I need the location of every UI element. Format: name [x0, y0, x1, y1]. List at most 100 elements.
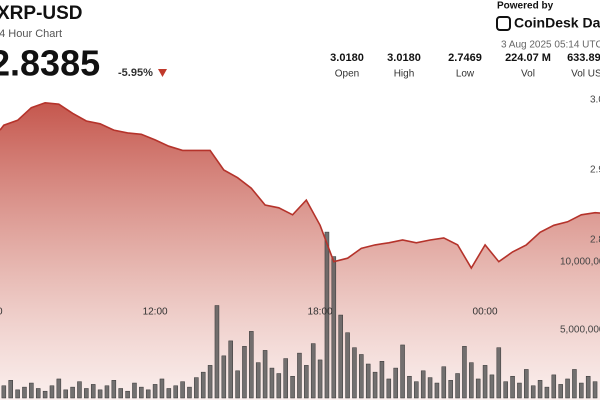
- volume-bar: [70, 386, 75, 399]
- volume-bar: [35, 388, 41, 399]
- volume-bar: [441, 366, 447, 399]
- volume-bar: [187, 386, 192, 399]
- volume-bar: [551, 374, 557, 399]
- volume-bar: [317, 359, 323, 399]
- stat-label: Vol USD: [571, 69, 600, 80]
- volume-bar: [22, 386, 27, 399]
- volume-bar: [365, 363, 371, 399]
- x-tick-label: 06:00: [0, 307, 3, 318]
- volume-bar: [475, 378, 481, 399]
- volume-tick-label: 5,000,000: [560, 325, 600, 336]
- down-arrow: [158, 69, 167, 77]
- volume-bar: [352, 347, 357, 399]
- volume-bar: [310, 343, 316, 399]
- volume-bar: [503, 381, 508, 399]
- volume-bar: [228, 340, 233, 399]
- stat-label: Open: [335, 69, 359, 80]
- volume-bar: [194, 377, 199, 399]
- volume-bar: [283, 358, 288, 399]
- volume-bar: [63, 389, 68, 399]
- volume-bar: [249, 331, 254, 399]
- stat-value: 633.89 M: [567, 52, 600, 64]
- volume-bar: [455, 373, 460, 399]
- volume-bar: [152, 384, 158, 399]
- stat-value: 3.0180: [387, 52, 421, 64]
- volume-bar: [434, 382, 440, 399]
- volume-bar: [139, 386, 144, 399]
- volume-bar: [214, 305, 220, 399]
- volume-bar: [42, 390, 48, 399]
- volume-bar: [393, 367, 398, 399]
- volume-bar: [331, 256, 337, 399]
- volume-bar: [517, 382, 522, 399]
- y-tick-label: 2.90: [590, 165, 600, 176]
- volume-bar: [510, 375, 515, 399]
- volume-bar: [97, 389, 103, 399]
- stat-label: Vol: [521, 69, 535, 80]
- subtitle: 24 Hour Chart: [0, 28, 62, 40]
- volume-bar: [544, 386, 550, 399]
- brand: CoinDesk Data: [514, 15, 600, 31]
- volume-bar: [592, 381, 598, 399]
- stat-label: High: [394, 69, 415, 80]
- price-area: [0, 102, 600, 400]
- volume-bar: [269, 367, 275, 399]
- volume-bar: [324, 231, 330, 399]
- volume-bar: [1, 385, 7, 399]
- volume-bar: [489, 374, 495, 399]
- volume-bar: [255, 362, 261, 399]
- volume-bar: [290, 375, 295, 399]
- stat-value: 224.07 M: [505, 52, 551, 64]
- volume-bar: [180, 381, 185, 399]
- volume-bar: [496, 347, 502, 399]
- volume-bar: [572, 369, 577, 399]
- stat-value: 2.7469: [448, 52, 482, 64]
- price: 2.8385: [0, 43, 100, 84]
- volume-bar: [345, 332, 350, 399]
- symbol: XRP-USD: [0, 3, 83, 24]
- volume-bar: [400, 344, 405, 399]
- volume-bar: [29, 382, 34, 399]
- volume-bar: [304, 365, 309, 399]
- volume-bar: [166, 388, 172, 399]
- volume-bar: [118, 388, 123, 399]
- volume-bar: [90, 384, 96, 399]
- volume-bar: [420, 370, 426, 399]
- volume-bar: [145, 389, 151, 399]
- y-tick-label: 2.80: [590, 235, 600, 246]
- volume-bar: [558, 384, 563, 399]
- volume-bar: [159, 378, 165, 399]
- timestamp: 3 Aug 2025 05:14 UTC: [501, 40, 600, 51]
- volume-bar: [173, 385, 178, 399]
- volume-bar: [221, 355, 227, 399]
- volume-bar: [407, 375, 412, 399]
- volume-bar: [530, 385, 536, 399]
- volume-bar: [84, 388, 89, 399]
- volume-bar: [297, 352, 302, 399]
- volume-bar: [414, 381, 419, 399]
- x-tick-label: 00:00: [473, 307, 498, 318]
- volume-bar: [235, 370, 240, 399]
- volume-bar: [49, 385, 55, 399]
- volume-tick-label: 10,000,000: [560, 257, 600, 268]
- volume-bar: [427, 377, 433, 399]
- volume-bar: [207, 365, 213, 399]
- volume-bar: [359, 354, 364, 399]
- x-tick-label: 12:00: [143, 307, 168, 318]
- volume-bar: [200, 371, 206, 399]
- volume-bar: [537, 380, 543, 399]
- volume-bar: [276, 373, 282, 399]
- volume-bar: [462, 346, 467, 399]
- volume-bar: [524, 369, 529, 399]
- stat-value: 3.0180: [330, 52, 364, 64]
- y-tick-label: 3.00: [590, 95, 600, 106]
- price-line: [0, 101, 600, 270]
- volume-bar: [585, 375, 591, 399]
- volume-bar: [132, 382, 137, 399]
- brand-icon: [496, 16, 511, 31]
- volume-bar: [448, 380, 453, 399]
- volume-bar: [77, 381, 82, 399]
- volume-bar: [125, 390, 130, 399]
